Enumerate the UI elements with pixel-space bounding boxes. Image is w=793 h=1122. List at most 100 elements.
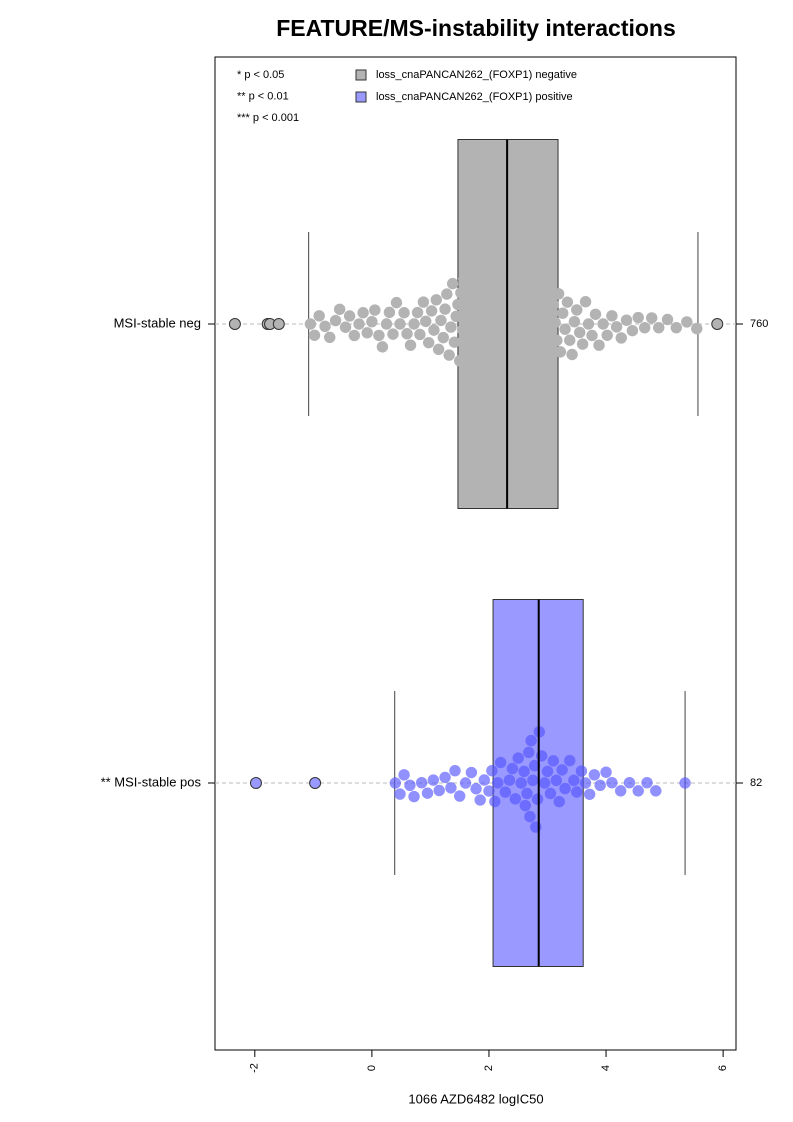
category-label: MSI-stable neg [114,315,201,330]
data-point [489,273,501,285]
data-point [417,296,430,308]
count-label: 82 [750,777,762,789]
data-point [521,787,533,800]
data-point [519,799,531,812]
data-point [499,786,512,798]
data-point [530,821,542,833]
data-point [535,750,548,762]
data-point [387,328,399,340]
data-point [556,764,568,776]
data-point [601,329,613,341]
data-point [679,777,691,789]
data-point [670,321,682,334]
data-point [483,345,495,357]
data-point [465,263,477,276]
data-point [517,297,529,309]
data-point [615,332,627,344]
data-point [480,327,493,340]
data-point [519,327,531,339]
data-point [366,316,378,328]
legend-label: loss_cnaPANCAN262_(FOXP1) negative [376,69,577,81]
category-label: ** MSI-stable pos [101,774,202,789]
data-point [428,324,440,336]
data-point [430,294,442,306]
data-point [528,364,540,376]
data-point [535,296,547,308]
outlier [249,777,262,789]
data-point [494,322,507,335]
data-point [411,306,424,319]
data-point [469,290,481,303]
data-point [475,306,487,318]
data-point [623,776,636,789]
data-point [540,308,553,321]
data-point [610,321,623,333]
data-point [439,771,451,784]
data-point [443,349,455,361]
data-point [523,345,535,357]
data-point [571,304,583,316]
data-point [588,769,601,781]
x-tick-label: 6 [717,1065,729,1071]
data-point [579,296,592,308]
data-point [369,304,381,316]
data-point [433,784,445,797]
data-point [538,284,551,297]
legend-label: loss_cnaPANCAN262_(FOXP1) positive [376,91,573,103]
x-tick-label: 2 [483,1065,495,1071]
data-point [494,756,507,769]
data-point [441,288,453,300]
data-point [478,256,490,269]
outlier [309,777,322,789]
data-point [549,316,561,329]
data-point [471,370,483,383]
data-point [484,284,496,297]
data-point [524,810,536,823]
data-point [425,305,438,317]
data-point [509,793,522,805]
data-point [638,321,651,334]
data-point [319,320,331,332]
data-point [498,282,510,294]
data-point [620,314,633,326]
data-point [661,313,674,326]
data-point [554,346,567,358]
data-point [450,310,462,323]
data-point [329,314,342,327]
data-point [564,754,576,767]
data-point [593,339,605,351]
data-point [304,318,317,330]
data-point [432,343,445,356]
data-point [506,273,519,285]
data-point [404,339,417,351]
data-point [313,310,325,322]
data-point [527,774,539,787]
data-point [547,298,560,311]
data-point [568,315,581,328]
data-point [452,298,464,311]
data-point [521,315,534,328]
data-point [600,766,612,778]
data-point [512,308,524,320]
data-point [492,352,505,365]
data-point [531,793,544,805]
data-point [376,341,389,353]
data-point [589,308,602,320]
data-point [575,765,588,777]
data-point [455,287,467,299]
data-point [453,790,466,802]
data-point [408,790,420,803]
data-point [509,350,521,362]
data-point [348,329,361,342]
data-point [483,785,495,797]
data-point [518,357,530,370]
data-point [561,296,574,308]
data-point [582,318,595,330]
data-point [606,310,618,322]
data-point [552,288,565,300]
data-point [470,278,482,291]
data-point [453,355,466,367]
data-point [361,327,373,339]
legend-swatch [355,69,367,81]
data-point [421,787,434,799]
